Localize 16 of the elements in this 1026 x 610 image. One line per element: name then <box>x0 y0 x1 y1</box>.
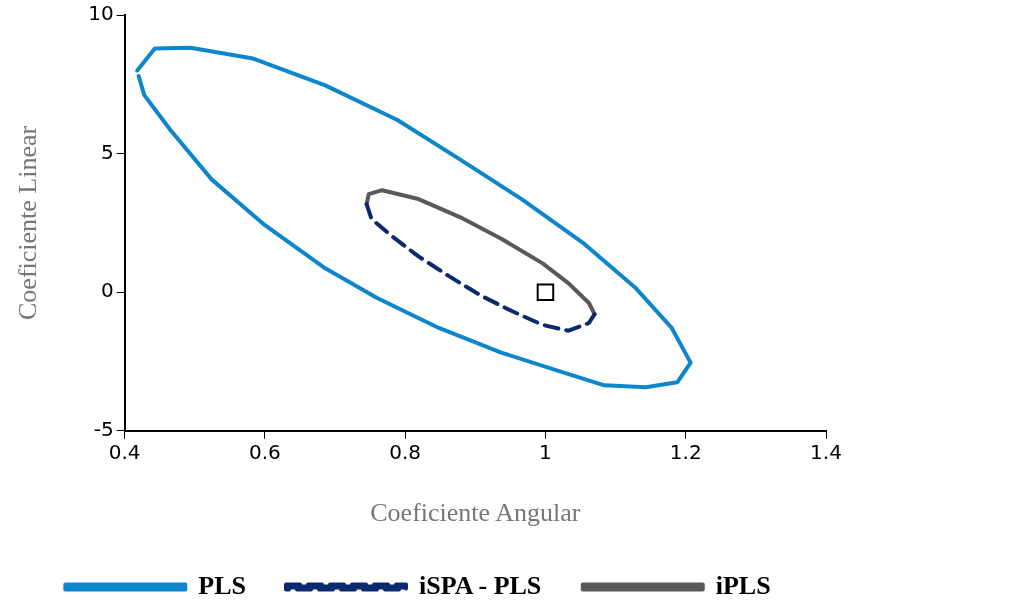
x-tick-label: 1 <box>539 440 552 464</box>
x-tick-label: 1.4 <box>810 440 842 464</box>
y-tick-label: -5 <box>93 417 114 441</box>
legend-label: PLS <box>198 570 247 600</box>
y-tick-label: 5 <box>100 139 114 164</box>
x-axis-title: Coeficiente Angular <box>370 498 581 528</box>
y-tick-label: 0 <box>100 278 114 303</box>
x-tick-label: 0.4 <box>108 440 141 464</box>
line-series <box>364 202 597 333</box>
y-tick-label: 10 <box>88 1 114 26</box>
x-tick-label: 0.8 <box>389 440 422 464</box>
x-tick-label: 0.6 <box>249 440 281 464</box>
legend-label: iSPA - PLS <box>419 570 542 600</box>
x-tick-label: 1.2 <box>669 440 702 464</box>
legend-label: iPLS <box>715 570 771 600</box>
y-axis-title: Coeficiente Linear <box>13 125 43 320</box>
